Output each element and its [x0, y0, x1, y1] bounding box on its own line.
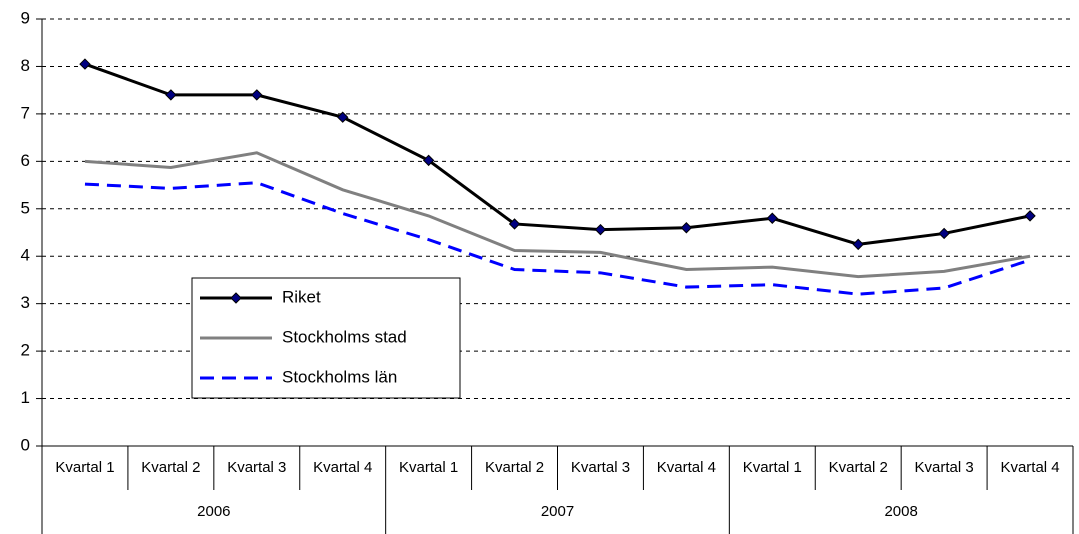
y-tick-label: 5 — [21, 198, 30, 217]
marker — [337, 111, 349, 123]
marker — [422, 154, 435, 167]
marker — [251, 89, 263, 101]
y-tick-label: 0 — [21, 435, 30, 454]
x-tick-label: Kvartal 1 — [55, 459, 114, 476]
x-tick-label: Kvartal 1 — [399, 459, 458, 476]
group-label: 2007 — [541, 503, 574, 520]
y-tick-label: 6 — [21, 151, 30, 170]
y-tick-label: 1 — [21, 388, 30, 407]
x-tick-label: Kvartal 4 — [657, 459, 716, 476]
y-tick-label: 3 — [21, 293, 30, 312]
x-tick-label: Kvartal 1 — [743, 459, 802, 476]
x-tick-label: Kvartal 3 — [915, 459, 974, 476]
marker — [938, 227, 950, 240]
marker — [165, 89, 177, 101]
y-tick-label: 2 — [21, 341, 30, 360]
marker — [508, 218, 521, 230]
series-line — [84, 151, 1031, 279]
marker — [852, 238, 864, 251]
series-line — [84, 62, 1031, 246]
y-tick-label: 7 — [21, 103, 30, 122]
x-tick-label: Kvartal 3 — [227, 459, 286, 476]
marker — [680, 222, 693, 234]
y-tick-label: 4 — [21, 246, 30, 265]
series-line — [84, 181, 1031, 296]
x-tick-label: Kvartal 3 — [571, 459, 630, 476]
legend-label: Stockholms län — [282, 367, 397, 386]
x-tick-label: Kvartal 2 — [141, 459, 200, 476]
x-tick-label: Kvartal 2 — [485, 459, 544, 476]
y-tick-label: 8 — [21, 56, 30, 75]
marker — [594, 223, 607, 236]
marker — [766, 212, 778, 224]
marker — [1024, 210, 1036, 222]
y-tick-label: 9 — [21, 8, 30, 27]
marker — [79, 58, 91, 70]
legend-label: Stockholms stad — [282, 327, 407, 346]
x-tick-label: Kvartal 2 — [829, 459, 888, 476]
legend-marker — [230, 292, 242, 304]
group-label: 2008 — [884, 503, 917, 520]
legend-label: Riket — [282, 287, 321, 306]
x-tick-label: Kvartal 4 — [1000, 459, 1059, 476]
group-label: 2006 — [197, 503, 230, 520]
x-tick-label: Kvartal 4 — [313, 459, 372, 476]
